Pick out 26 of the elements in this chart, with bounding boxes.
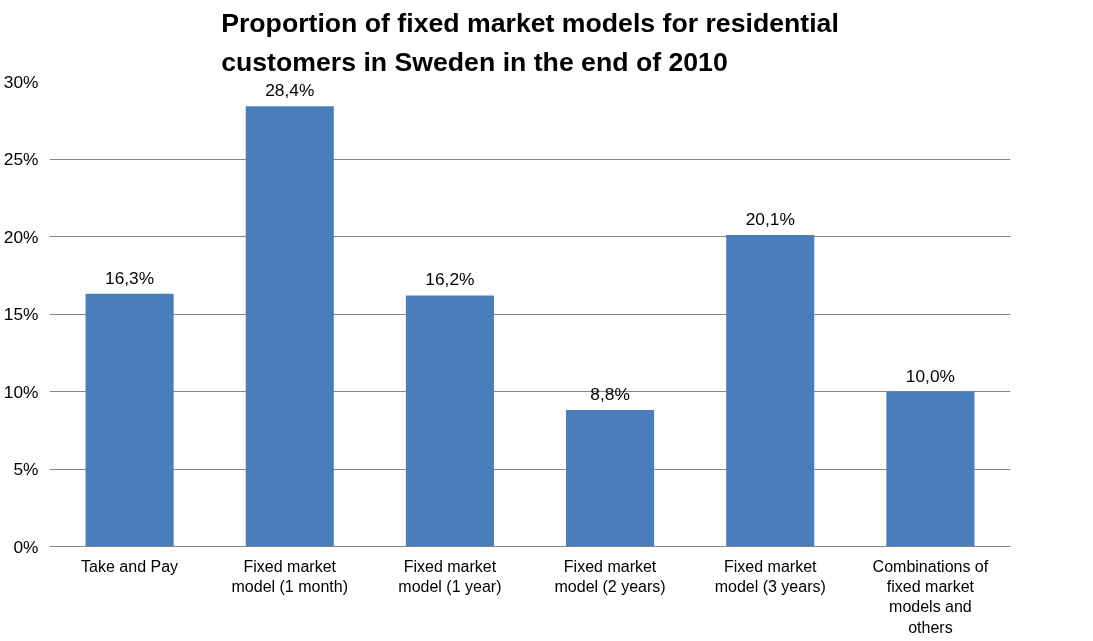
y-tick-label: 0% <box>13 536 39 557</box>
x-tick-label: Take and Pay <box>81 557 179 575</box>
y-tick-label: 25% <box>3 149 39 169</box>
bar <box>566 410 655 547</box>
data-label: 16,2% <box>425 269 475 290</box>
y-tick-label: 5% <box>13 459 39 479</box>
bar <box>886 391 975 547</box>
data-label: 16,3% <box>105 267 155 288</box>
bar <box>85 293 174 547</box>
y-tick-label: 10% <box>3 381 39 402</box>
x-tick-label: Fixed market model (2 years) <box>554 557 666 595</box>
y-tick-label: 20% <box>3 226 39 247</box>
x-tick-label: Fixed market model (1 year) <box>398 557 502 595</box>
chart-title: Proportion of fixed market models for residential customers in Sweden in the end of 2010 <box>221 7 839 77</box>
y-tick-label: 30% <box>3 71 39 92</box>
bar <box>245 106 334 547</box>
data-label: 28,4% <box>265 80 315 101</box>
data-label: 10,0% <box>905 365 955 386</box>
data-label: 8,8% <box>590 384 630 405</box>
bar <box>405 295 494 547</box>
data-label: 20,1% <box>745 208 795 229</box>
bar <box>726 234 815 547</box>
x-tick-label: Fixed market model (1 month) <box>231 557 348 595</box>
y-tick-label: 15% <box>3 304 39 324</box>
x-tick-label: Combinations of fixed market models and others <box>872 557 989 636</box>
x-tick-label: Fixed market model (3 years) <box>714 557 826 595</box>
